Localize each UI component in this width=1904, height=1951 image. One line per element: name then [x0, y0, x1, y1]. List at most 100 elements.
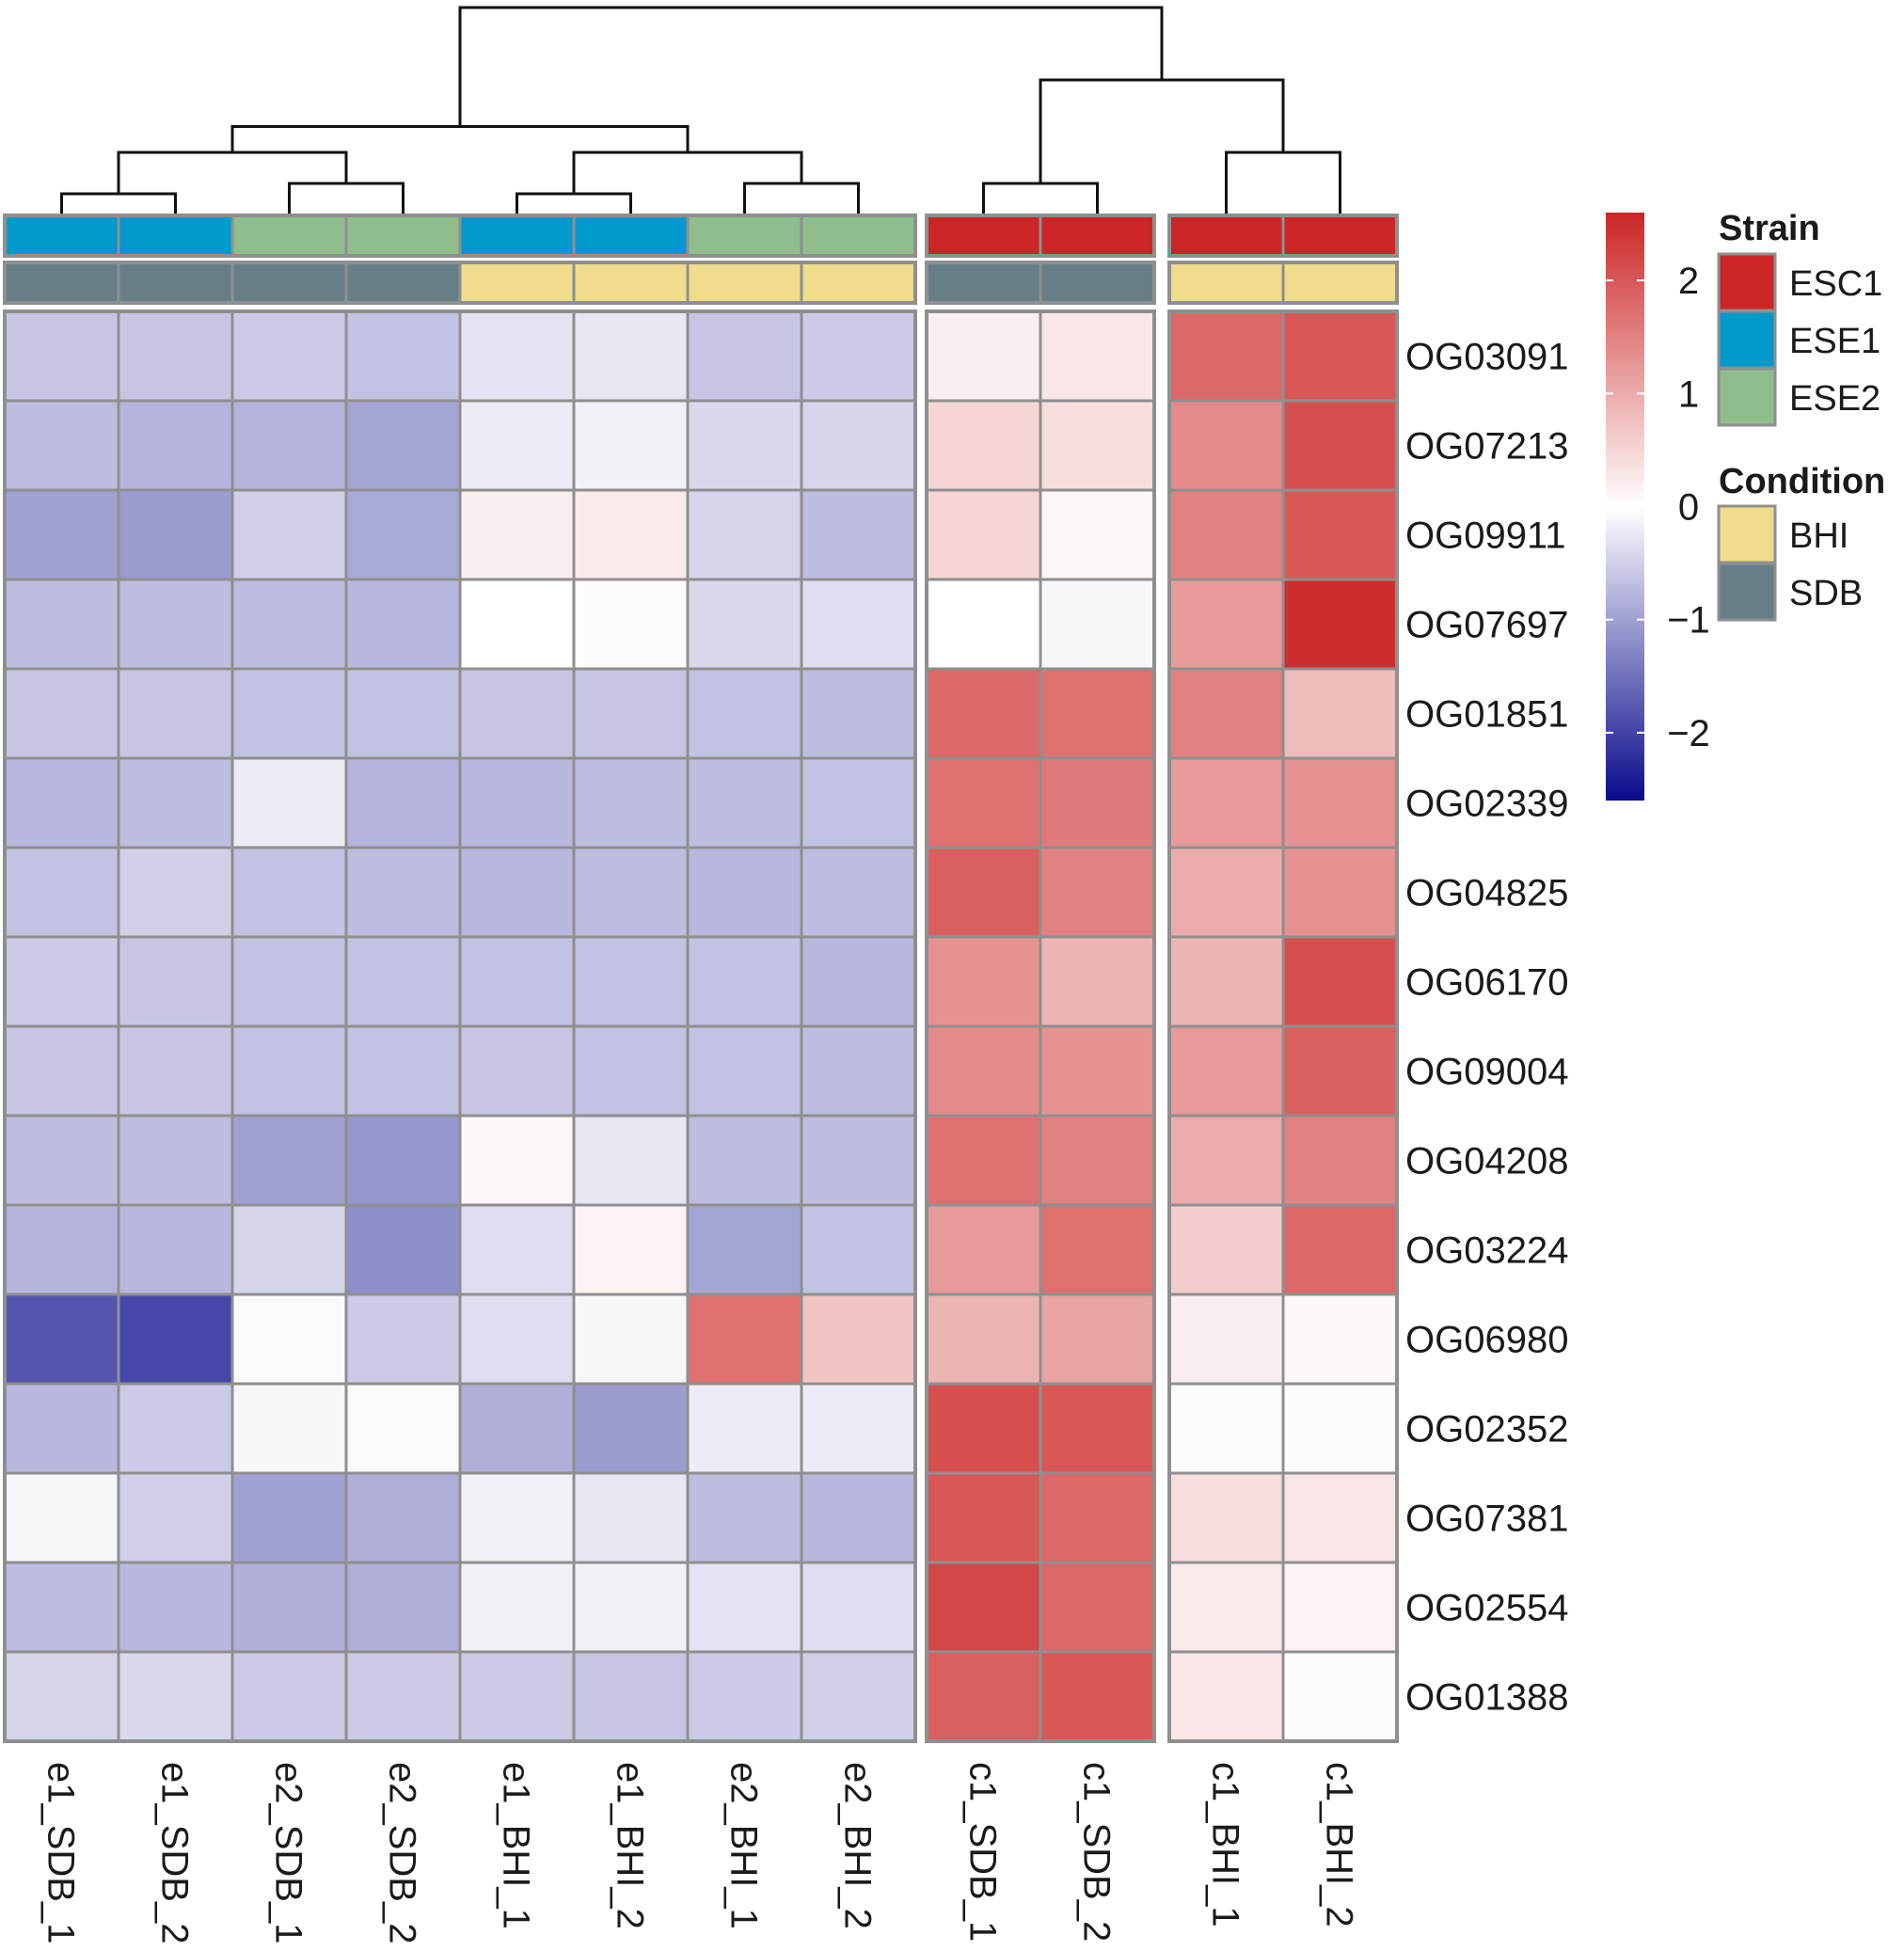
heatmap-cell: [800, 309, 917, 403]
heatmap-cell: [925, 1203, 1042, 1296]
heatmap-cell: [1281, 667, 1399, 760]
heatmap-cell: [1039, 935, 1156, 1028]
column-label: e1_BHI_2: [610, 1762, 651, 1929]
row-label: OG01851: [1405, 694, 1568, 736]
heatmap-cell: [686, 309, 803, 403]
heatmap-cell: [230, 1114, 348, 1207]
heatmap-cell: [1167, 1293, 1285, 1386]
heatmap-cell: [925, 935, 1042, 1028]
legend-label: ESE2: [1789, 379, 1880, 419]
heatmap-cell: [344, 309, 462, 403]
annotation-cell-strain: [800, 214, 917, 258]
heatmap-cell: [344, 667, 462, 760]
heatmap-cell: [1167, 846, 1285, 939]
heatmap-cell: [800, 578, 917, 671]
heatmap-cell: [458, 1561, 576, 1654]
column-label: c1_BHI_2: [1319, 1762, 1360, 1927]
legend-swatch: [1717, 367, 1777, 427]
heatmap-cell: [230, 846, 348, 939]
heatmap-cell: [1281, 756, 1399, 849]
heatmap-cell: [3, 309, 120, 403]
column-label: c1_SDB_2: [1076, 1762, 1118, 1942]
annotation-cell-strain: [458, 214, 576, 258]
heatmap-cell: [3, 846, 120, 939]
heatmap-cell: [686, 1561, 803, 1654]
heatmap-cell: [230, 667, 348, 760]
heatmap-cell: [1039, 1114, 1156, 1207]
heatmap-cell: [686, 1471, 803, 1564]
heatmap-cell: [344, 846, 462, 939]
dendrogram-branch: [516, 192, 632, 214]
annotation-cell-strain: [117, 214, 234, 258]
heatmap-cell: [572, 1024, 690, 1118]
heatmap-cell: [572, 846, 690, 939]
heatmap-cell: [3, 578, 120, 671]
heatmap-cell: [344, 578, 462, 671]
heatmap-cell: [925, 488, 1042, 581]
heatmap-cell: [230, 488, 348, 581]
heatmap-cell: [458, 1293, 576, 1386]
heatmap-cell: [800, 1471, 917, 1564]
heatmap-cell: [117, 935, 234, 1028]
row-label: OG04825: [1405, 873, 1568, 914]
color-scale-tick-label: 2: [1678, 261, 1699, 302]
heatmap-cell: [458, 309, 576, 403]
row-label: OG03224: [1405, 1230, 1568, 1272]
heatmap-cell: [686, 399, 803, 492]
heatmap-cell: [1167, 1203, 1285, 1296]
heatmap-cell: [344, 1561, 462, 1654]
heatmap-cell: [458, 488, 576, 581]
annotation-group-border: [925, 261, 1156, 305]
heatmap-cell: [925, 846, 1042, 939]
heatmap-cell: [230, 1561, 348, 1654]
column-label: e2_SDB_2: [382, 1762, 423, 1943]
heatmap-cell: [1039, 756, 1156, 849]
color-scale-tick-label: −2: [1667, 713, 1710, 754]
heatmap-cell: [572, 935, 690, 1028]
annotation-cell-condition: [572, 261, 690, 305]
heatmap-cell: [572, 1114, 690, 1207]
heatmap-cell: [1167, 1114, 1285, 1207]
annotation-cell-strain: [3, 214, 120, 258]
heatmap-cell: [458, 578, 576, 671]
annotation-group-border: [3, 261, 917, 305]
dendrogram-branch: [288, 182, 405, 214]
row-label: OG09004: [1405, 1052, 1568, 1093]
heatmap-cell: [117, 1471, 234, 1564]
heatmap-cell: [3, 1293, 120, 1386]
heatmap-cell: [800, 1024, 917, 1118]
heatmap-cell: [3, 1382, 120, 1475]
column-annotation-bars: [3, 214, 1399, 305]
heatmap-cell: [800, 667, 917, 760]
annotation-cell-condition: [3, 261, 120, 305]
heatmap-group-border: [3, 309, 917, 1743]
annotation-cell-strain: [1281, 214, 1399, 258]
heatmap-cell: [925, 1650, 1042, 1743]
heatmap-cell: [117, 399, 234, 492]
heatmap-cell: [800, 399, 917, 492]
annotation-cell-strain: [344, 214, 462, 258]
heatmap-cell: [344, 488, 462, 581]
annotation-group-border: [1167, 214, 1399, 258]
annotation-cell-condition: [230, 261, 348, 305]
heatmap-cell: [1281, 1382, 1399, 1475]
heatmap-cell: [925, 309, 1042, 403]
color-scale-tick-label: −1: [1667, 600, 1710, 642]
heatmap-cell: [3, 935, 120, 1028]
heatmap-cell: [458, 1024, 576, 1118]
annotation-group-border: [1167, 261, 1399, 305]
annotation-cell-strain: [686, 214, 803, 258]
column-label: c1_BHI_1: [1205, 1762, 1246, 1927]
heatmap-cell: [1281, 1024, 1399, 1118]
heatmap-cell: [686, 846, 803, 939]
heatmap-cell: [230, 1203, 348, 1296]
heatmap-cell: [230, 1024, 348, 1118]
heatmap-cell: [800, 488, 917, 581]
heatmap-cell: [1039, 488, 1156, 581]
heatmap-cell: [117, 488, 234, 581]
heatmap-cell: [572, 667, 690, 760]
heatmap-cell: [1039, 1203, 1156, 1296]
heatmap-cell: [458, 846, 576, 939]
heatmap-cell: [686, 1293, 803, 1386]
heatmap-cell: [686, 488, 803, 581]
